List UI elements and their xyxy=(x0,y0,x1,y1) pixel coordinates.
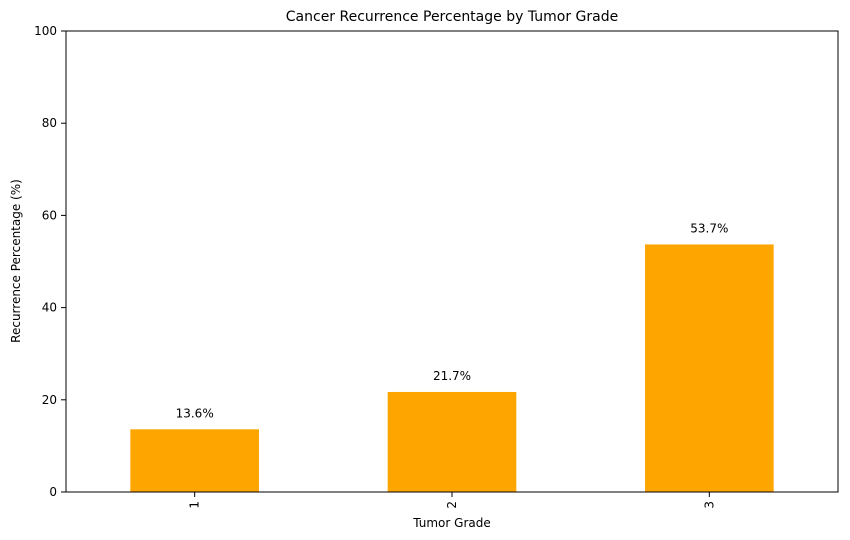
y-axis-label: Recurrence Percentage (%) xyxy=(9,179,23,343)
data-label: 13.6% xyxy=(176,406,214,420)
y-tick-label: 0 xyxy=(49,485,57,499)
bar-grade-1 xyxy=(130,429,259,492)
plot-area: 13.6% 21.7% 53.7% 0 20 40 60 80 100 1 2 3 xyxy=(34,24,839,509)
y-tick-label: 20 xyxy=(42,393,57,407)
y-tick-label: 40 xyxy=(42,301,57,315)
chart-title: Cancer Recurrence Percentage by Tumor Gr… xyxy=(286,9,618,25)
y-tick-label: 80 xyxy=(42,116,57,130)
bar-grade-3 xyxy=(645,244,774,492)
data-label: 53.7% xyxy=(690,221,728,235)
x-axis-label: Tumor Grade xyxy=(412,516,490,530)
x-tick-label: 3 xyxy=(702,501,716,509)
x-tick-label: 1 xyxy=(188,501,202,509)
x-tick-label: 2 xyxy=(445,501,459,509)
y-tick-label: 60 xyxy=(42,208,57,222)
data-label: 21.7% xyxy=(433,369,471,383)
bar-grade-2 xyxy=(387,391,517,492)
y-tick-label: 100 xyxy=(34,24,57,38)
